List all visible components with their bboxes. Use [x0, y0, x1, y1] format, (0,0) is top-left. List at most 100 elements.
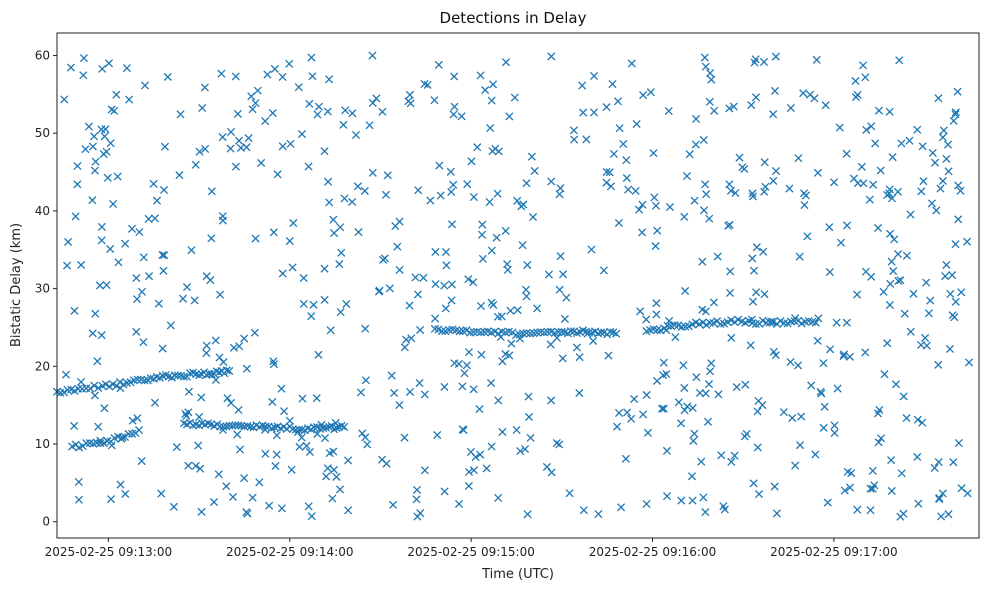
detection-point	[852, 290, 862, 299]
detection-point	[698, 257, 707, 266]
detection-point	[487, 246, 496, 255]
detection-point	[314, 102, 324, 111]
detection-point	[412, 495, 421, 504]
detection-point	[501, 226, 510, 235]
detection-point	[358, 429, 367, 438]
detection-point	[650, 193, 659, 202]
detection-point	[922, 341, 931, 350]
detection-point	[251, 234, 260, 243]
detection-point	[714, 390, 723, 399]
chart-title: Detections in Delay	[440, 9, 587, 27]
detection-point	[477, 350, 486, 359]
track-point	[315, 424, 325, 433]
detection-point	[897, 139, 906, 148]
detection-point	[701, 389, 710, 398]
detection-point	[498, 357, 507, 366]
detection-point	[441, 304, 450, 313]
detection-point	[150, 398, 160, 407]
detection-point	[749, 479, 758, 488]
detection-point	[800, 200, 809, 210]
track-point	[730, 318, 739, 327]
detection-point	[387, 371, 396, 380]
detection-point	[760, 158, 769, 167]
detection-point	[883, 339, 892, 348]
detection-point	[682, 172, 691, 181]
data-marks	[52, 51, 974, 521]
detection-point	[513, 196, 522, 205]
detection-point	[457, 112, 466, 121]
detection-point	[450, 72, 459, 81]
detection-point	[244, 134, 253, 143]
detection-point	[286, 139, 295, 148]
detection-point	[797, 412, 806, 421]
detection-point	[464, 348, 474, 357]
detection-point	[951, 297, 960, 306]
detection-point	[113, 172, 122, 181]
detection-point	[942, 260, 951, 269]
detection-point	[547, 177, 556, 186]
detection-point	[191, 461, 200, 471]
detection-point	[622, 173, 631, 183]
detection-point	[269, 360, 279, 369]
detection-point	[368, 98, 377, 108]
detection-point	[825, 223, 834, 232]
detection-point	[819, 423, 828, 432]
detection-point	[257, 158, 266, 167]
track-point	[337, 421, 346, 430]
detection-point	[954, 438, 963, 448]
detection-point	[674, 398, 683, 407]
detection-point	[498, 427, 507, 437]
detection-point	[769, 110, 778, 119]
detection-point	[106, 244, 115, 253]
detection-point	[195, 147, 204, 156]
detection-point	[329, 465, 339, 474]
track-point	[131, 429, 140, 438]
detection-point	[664, 106, 673, 116]
detection-point	[524, 412, 534, 422]
detection-point	[234, 136, 244, 145]
detection-point	[897, 469, 906, 478]
detection-point	[922, 278, 931, 287]
detection-point	[857, 162, 866, 171]
detection-point	[473, 143, 482, 152]
detection-point	[874, 438, 883, 447]
detection-point	[944, 167, 953, 176]
detection-point	[930, 463, 939, 472]
detection-point	[184, 387, 193, 396]
detection-point	[322, 472, 331, 481]
detection-point	[704, 380, 714, 389]
detection-point	[263, 70, 272, 79]
detection-point	[772, 509, 781, 518]
detection-point	[326, 326, 335, 335]
detection-point	[842, 149, 851, 158]
detection-point	[157, 489, 166, 498]
detection-point	[312, 394, 321, 403]
detection-point	[90, 166, 99, 175]
detection-point	[604, 351, 613, 360]
detection-point	[482, 464, 491, 473]
detection-point	[233, 430, 242, 439]
detection-point	[70, 306, 79, 315]
detection-point	[454, 499, 464, 508]
detection-point	[269, 357, 278, 366]
detection-point	[826, 345, 835, 354]
detection-point	[486, 124, 495, 133]
detection-point	[565, 489, 574, 498]
detection-point	[965, 358, 974, 367]
detection-point	[621, 454, 630, 463]
detection-point	[895, 56, 904, 65]
detection-point	[419, 273, 428, 282]
track-point	[309, 423, 319, 432]
detection-point	[887, 486, 896, 496]
track-point	[237, 421, 246, 430]
detection-point	[351, 130, 361, 140]
detection-point	[653, 226, 662, 235]
detection-point	[64, 237, 73, 246]
detection-point	[436, 191, 445, 200]
track-point	[246, 422, 255, 431]
detection-point	[623, 408, 632, 417]
track-point	[332, 423, 341, 433]
detection-point	[278, 72, 287, 82]
detection-point	[830, 428, 839, 438]
detection-point	[277, 384, 286, 393]
